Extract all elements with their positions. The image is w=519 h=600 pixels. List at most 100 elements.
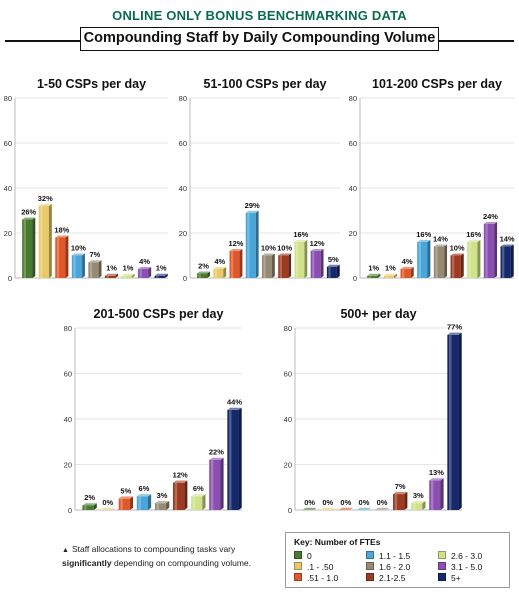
y-tick-label: 80 — [4, 94, 12, 103]
data-label: 7% — [395, 482, 406, 491]
data-label: 13% — [429, 468, 444, 477]
bar-highlight — [123, 275, 126, 278]
bar-highlight — [394, 494, 398, 510]
bar-highlight — [156, 275, 159, 278]
y-tick-label: 40 — [64, 415, 72, 424]
data-label: 3% — [157, 491, 168, 500]
bar--51-1-0 — [338, 507, 354, 510]
bar-side — [48, 203, 52, 278]
bar-top — [118, 496, 134, 499]
bar--51-1-0 — [55, 235, 69, 278]
bar-side — [223, 267, 227, 278]
bar-top — [261, 253, 275, 256]
bar-side — [255, 210, 259, 278]
bar-5- — [154, 273, 168, 278]
legend-label: 5+ — [451, 573, 461, 583]
data-label: 1% — [156, 264, 167, 273]
bar-top — [392, 491, 408, 495]
data-label: 26% — [21, 207, 36, 216]
y-tick-label: 40 — [179, 184, 187, 193]
bar-highlight — [295, 242, 299, 278]
bar-highlight — [192, 496, 196, 510]
bar-highlight — [368, 275, 371, 278]
data-label: 16% — [293, 230, 308, 239]
bar-top — [429, 478, 444, 481]
bar-top — [338, 507, 354, 510]
bar-1-1-1-5 — [245, 210, 259, 278]
bar-front — [367, 275, 378, 278]
bar-top — [227, 407, 242, 410]
bar-side — [458, 332, 462, 510]
data-label: 2% — [84, 493, 95, 502]
bar-top — [447, 332, 462, 335]
data-label: 0% — [304, 498, 315, 507]
chart-51-100: 51-100 CSPs per day 0 20 40 60 80 2% 4% 12% 29% 10… — [172, 68, 344, 290]
data-label: 0% — [322, 498, 333, 507]
bar-1-6-2-0 — [154, 500, 170, 510]
y-tick-label: 80 — [64, 324, 72, 333]
bar-side — [422, 500, 426, 510]
legend-swatch — [438, 551, 446, 559]
bar-top — [38, 203, 52, 206]
bar-front — [213, 269, 224, 278]
legend-title: Key: Number of FTEs — [294, 537, 381, 547]
legend-label: .51 - 1.0 — [307, 573, 339, 583]
y-tick-label: 60 — [349, 139, 357, 148]
data-label: 2% — [198, 262, 209, 271]
legend-item: .51 - 1.0 — [294, 573, 338, 583]
bar-highlight — [139, 269, 142, 278]
chart-500-plus: 500+ per day 0 20 40 60 80 0% 0% 0% 0% 0% 7% 3% 13% 77… — [270, 298, 470, 520]
bar--51-1-0 — [229, 249, 243, 278]
data-label: 6% — [139, 484, 150, 493]
bar-highlight — [247, 212, 250, 278]
data-label: 1% — [368, 264, 379, 273]
bar--1-50 — [38, 203, 52, 278]
bar-top — [326, 264, 340, 267]
bar-front — [104, 275, 116, 278]
data-label: 0% — [377, 498, 388, 507]
data-label: 0% — [359, 498, 370, 507]
bar-highlight — [23, 219, 26, 278]
bar-highlight — [402, 269, 405, 278]
bar-highlight — [56, 237, 60, 278]
bar-1-1-1-5 — [136, 494, 152, 510]
bar-front — [154, 275, 165, 278]
bar-top — [136, 494, 152, 497]
bar-front — [450, 255, 461, 278]
bar-highlight — [312, 251, 315, 278]
bar-0 — [367, 273, 381, 278]
bar-top — [229, 249, 243, 251]
bar-3-1-5-0 — [310, 249, 324, 278]
bar-side — [148, 494, 152, 510]
bar-highlight — [449, 334, 452, 510]
footnote-suffix: depending on compounding volume. — [113, 558, 252, 568]
y-tick-label: 0 — [68, 506, 72, 515]
bar-side — [131, 273, 135, 278]
bar-front — [121, 275, 132, 278]
bar-0 — [302, 507, 317, 510]
legend-label: 2.1-2.5 — [379, 573, 406, 583]
bar-front — [138, 269, 149, 278]
bar-top — [356, 507, 372, 510]
data-label: 14% — [500, 234, 515, 243]
bar-highlight — [40, 206, 43, 278]
bar-side — [65, 235, 69, 278]
bar-front — [383, 275, 395, 278]
bar-highlight — [279, 255, 282, 278]
legend-swatch — [294, 573, 302, 581]
y-tick-label: 20 — [349, 229, 357, 238]
data-label: 24% — [483, 212, 498, 221]
bar-front — [417, 242, 428, 278]
bar-front — [172, 482, 185, 510]
bar-side — [166, 500, 170, 510]
bar-side — [115, 273, 119, 278]
bar-5- — [447, 332, 462, 510]
footnote-prefix: Staff allocations to compounding tasks v… — [71, 544, 236, 554]
data-label: 10% — [261, 244, 276, 253]
bar-front — [38, 206, 49, 278]
bar-top — [450, 253, 464, 256]
bar-front — [261, 255, 273, 278]
bar-2-6-3-0 — [467, 239, 481, 278]
bar-side — [394, 273, 398, 278]
y-tick-label: 20 — [4, 229, 12, 238]
